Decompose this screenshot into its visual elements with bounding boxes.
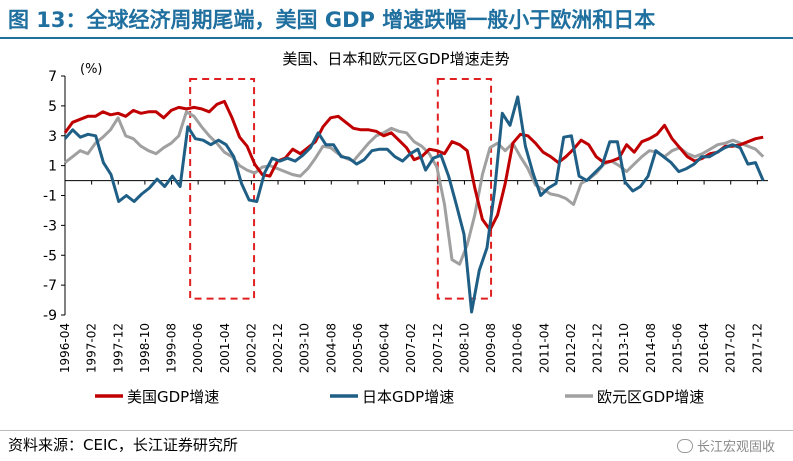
y-axis-unit: (%) xyxy=(80,62,103,77)
legend-label: 欧元区GDP增速 xyxy=(597,388,704,406)
highlight-box xyxy=(189,77,256,300)
header-rule xyxy=(0,37,793,39)
figure-title: 图 13：全球经济周期尾端，美国 GDP 增速跌幅一般小于欧洲和日本 xyxy=(8,8,656,32)
y-tick-label: -5 xyxy=(43,248,57,264)
y-tick-label: -7 xyxy=(43,278,57,294)
y-tick-label: -1 xyxy=(43,189,57,205)
x-tick-label: 2000-06 xyxy=(191,323,205,373)
x-tick-label: 2006-04 xyxy=(378,323,392,373)
x-tick-label: 2010-06 xyxy=(511,323,525,373)
y-tick-label: 5 xyxy=(48,99,57,115)
gdp-growth-chart: 美国、日本和欧元区GDP增速走势 (%) 7 5 3 1 -1 -3 -5 -7 -91996-… xyxy=(43,50,768,406)
brand-label: 长江宏观固收 xyxy=(696,440,775,455)
highlight-box xyxy=(436,77,493,300)
legend-label: 美国GDP增速 xyxy=(127,388,219,406)
legend: 美国GDP增速 日本GDP增速 欧元区GDP增速 xyxy=(95,388,704,406)
x-tick-label: 2015-06 xyxy=(670,323,684,373)
y-tick-label: -9 xyxy=(43,308,57,324)
x-tick-label: 2002-12 xyxy=(271,323,285,373)
chart-title: 美国、日本和欧元区GDP增速走势 xyxy=(282,50,509,68)
x-tick-label: 2012-12 xyxy=(591,323,605,373)
x-tick-label: 2016-04 xyxy=(697,323,711,373)
x-tick-label: 1998-10 xyxy=(138,323,152,373)
x-tick-label: 1996-04 xyxy=(58,323,72,373)
highlight-boxes xyxy=(189,77,493,300)
series-line-2 xyxy=(64,110,765,266)
x-tick-label: 2017-12 xyxy=(750,323,764,373)
x-tick-label: 1999-08 xyxy=(165,323,179,373)
x-tick-label: 2007-12 xyxy=(431,323,445,373)
x-tick-label: 2009-08 xyxy=(484,323,498,373)
x-tick-label: 2008-10 xyxy=(457,323,471,373)
x-tick-label: 2011-04 xyxy=(537,323,551,373)
x-tick-label: 2012-02 xyxy=(564,323,578,373)
x-tick-label: 1997-12 xyxy=(111,323,125,373)
x-tick-label: 2003-10 xyxy=(298,323,312,373)
footer-rule xyxy=(0,430,793,431)
x-tick-label: 2014-08 xyxy=(644,323,658,373)
series-lines xyxy=(63,95,765,314)
y-tick-label: -3 xyxy=(43,218,57,234)
y-tick-label: 1 xyxy=(48,159,57,175)
x-tick-label: 2007-02 xyxy=(404,323,418,373)
figure-header: 图 13：全球经济周期尾端，美国 GDP 增速跌幅一般小于欧洲和日本 xyxy=(0,0,793,40)
y-tick-label: 7 xyxy=(48,69,57,85)
x-tick-label: 1997-02 xyxy=(85,323,99,373)
figure-footer: 资料来源：CEIC，长江证券研究所 长江宏观固收 xyxy=(0,430,793,461)
series-line-1 xyxy=(63,95,765,314)
legend-label: 日本GDP增速 xyxy=(362,388,454,406)
x-tick-label: 2004-08 xyxy=(324,323,338,373)
brand-watermark: 长江宏观固收 xyxy=(676,436,775,455)
series-line-0 xyxy=(63,99,764,232)
x-tick-label: 2017-02 xyxy=(724,323,738,373)
x-tick-label: 2002-02 xyxy=(244,323,258,373)
y-tick-label: 3 xyxy=(48,129,57,145)
x-tick-label: 2005-06 xyxy=(351,323,365,373)
wechat-icon xyxy=(676,439,693,453)
source-note: 资料来源：CEIC，长江证券研究所 xyxy=(8,436,238,454)
x-tick-label: 2013-10 xyxy=(617,323,631,373)
x-tick-label: 2001-04 xyxy=(218,323,232,373)
